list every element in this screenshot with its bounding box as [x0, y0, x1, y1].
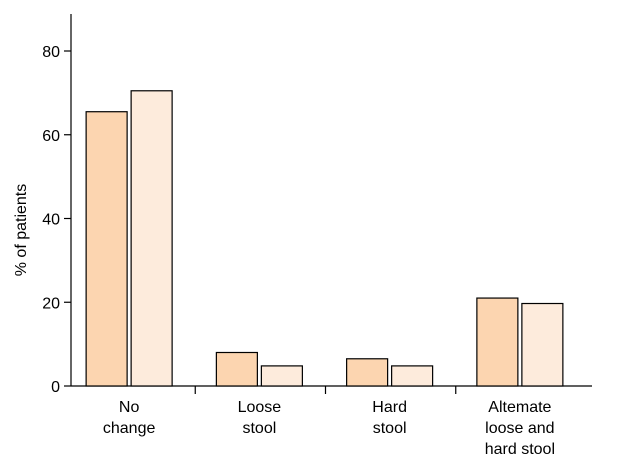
- category-label: No change: [103, 399, 156, 437]
- y-tick-label: 20: [42, 295, 60, 312]
- y-tick-label: 40: [42, 212, 60, 229]
- bar-2: [260, 365, 303, 387]
- y-tick-label: 60: [42, 128, 60, 145]
- y-tick-label: 80: [42, 44, 60, 61]
- y-axis: 0 20 40 60 80: [42, 14, 72, 396]
- bar-2: [130, 90, 173, 387]
- y-axis-title: % of patients: [13, 184, 30, 277]
- bar-1: [215, 351, 258, 387]
- bar-2: [391, 365, 434, 387]
- x-axis: [71, 385, 592, 394]
- category-label: Hard stool: [372, 399, 407, 437]
- category-label: Altemate loose and hard stool: [485, 399, 555, 456]
- category-label: Loose stool: [238, 399, 282, 437]
- y-tick-label: 0: [51, 379, 60, 396]
- bar-1: [476, 297, 519, 387]
- bar-1: [85, 111, 128, 387]
- bars: [85, 90, 564, 387]
- category-labels: No change Loose stool Hard stool Altemate loose…: [103, 399, 555, 456]
- bar-1: [346, 358, 389, 387]
- bar-2: [521, 302, 564, 387]
